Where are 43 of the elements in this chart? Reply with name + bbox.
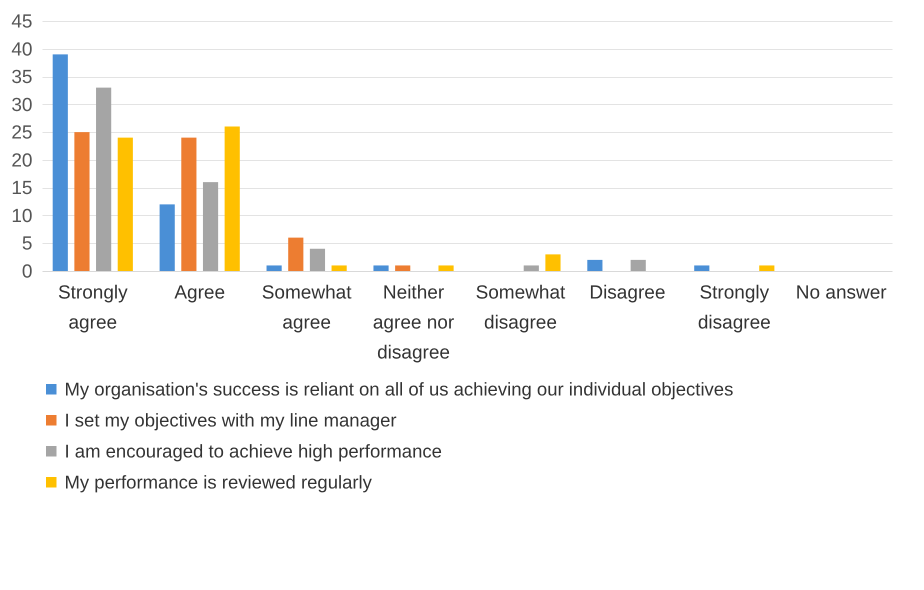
y-tick-label: 0 xyxy=(22,262,32,282)
x-tick-label: Somewhat agree xyxy=(262,282,352,334)
bar xyxy=(332,265,347,271)
y-tick-label: 20 xyxy=(11,150,32,172)
bar xyxy=(160,204,175,271)
bar xyxy=(438,265,454,271)
y-tick-label: 25 xyxy=(11,122,32,144)
bar xyxy=(74,132,90,271)
bar xyxy=(587,260,602,271)
bar xyxy=(373,265,389,271)
legend-label: I am encouraged to achieve high performance xyxy=(64,440,442,462)
y-tick-label: 45 xyxy=(11,12,32,32)
legend-label: My performance is reviewed regularly xyxy=(64,471,373,492)
y-tick-label: 30 xyxy=(11,94,32,116)
bar xyxy=(545,254,561,271)
legend-label: My organisation's success is reliant on all of us achieving our individual objectives xyxy=(64,378,734,400)
bar xyxy=(310,248,326,271)
bar xyxy=(202,182,218,271)
bar xyxy=(118,138,133,271)
y-tick-label: 5 xyxy=(22,234,32,255)
y-tick-label: 40 xyxy=(11,39,32,60)
x-tick-label: Somewhat disagree xyxy=(476,282,566,334)
x-tick-label: Strongly disagree xyxy=(698,282,771,334)
x-tick-label: Strongly agree xyxy=(58,282,128,334)
bar xyxy=(224,126,240,271)
x-tick-label: Neither agree nor disagree xyxy=(372,282,455,364)
bar xyxy=(266,265,282,271)
x-tick-label: Disagree xyxy=(589,282,666,304)
y-tick-label: 10 xyxy=(11,206,32,227)
bar xyxy=(52,54,68,271)
y-tick-label: 35 xyxy=(11,67,32,88)
legend-label: I set my objectives with my line manager xyxy=(64,409,397,430)
x-tick-label: No answer xyxy=(796,282,888,304)
bar xyxy=(96,88,112,271)
x-tick-label: Agree xyxy=(174,282,226,304)
bar xyxy=(181,138,196,271)
bar xyxy=(288,238,304,271)
bar xyxy=(630,260,646,271)
bar xyxy=(524,265,539,271)
y-tick-label: 15 xyxy=(11,178,32,200)
bar xyxy=(759,265,774,271)
bar xyxy=(395,265,410,271)
bar xyxy=(694,265,710,271)
